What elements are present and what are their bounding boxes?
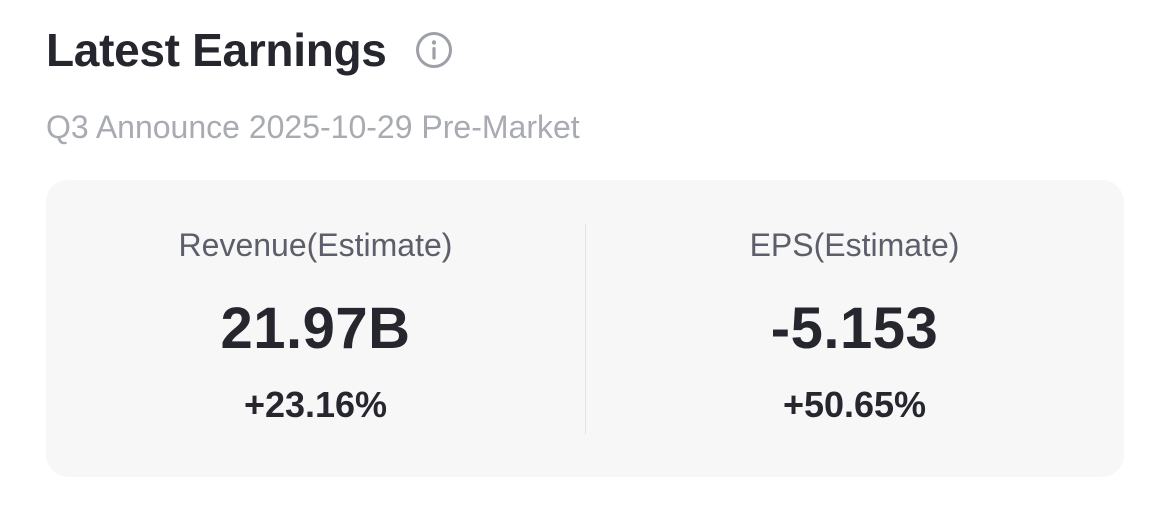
revenue-value: 21.97B — [220, 296, 411, 361]
revenue-label: Revenue(Estimate) — [178, 227, 453, 263]
earnings-header: Latest Earnings — [46, 18, 453, 82]
earnings-announce-info: Q3 Announce 2025-10-29 Pre-Market — [46, 109, 580, 145]
eps-change: +50.65% — [782, 384, 927, 425]
eps-label: EPS(Estimate) — [749, 227, 960, 263]
eps-metric: EPS(Estimate) -5.153 +50.65% — [585, 180, 1124, 477]
page-title: Latest Earnings — [46, 24, 387, 76]
metric-divider — [585, 224, 586, 434]
revenue-change: +23.16% — [243, 384, 388, 425]
revenue-metric: Revenue(Estimate) 21.97B +23.16% — [46, 180, 585, 477]
info-circle-icon[interactable] — [415, 31, 453, 69]
eps-value: -5.153 — [770, 296, 939, 361]
earnings-card: Revenue(Estimate) 21.97B +23.16% EPS(Est… — [46, 180, 1124, 477]
